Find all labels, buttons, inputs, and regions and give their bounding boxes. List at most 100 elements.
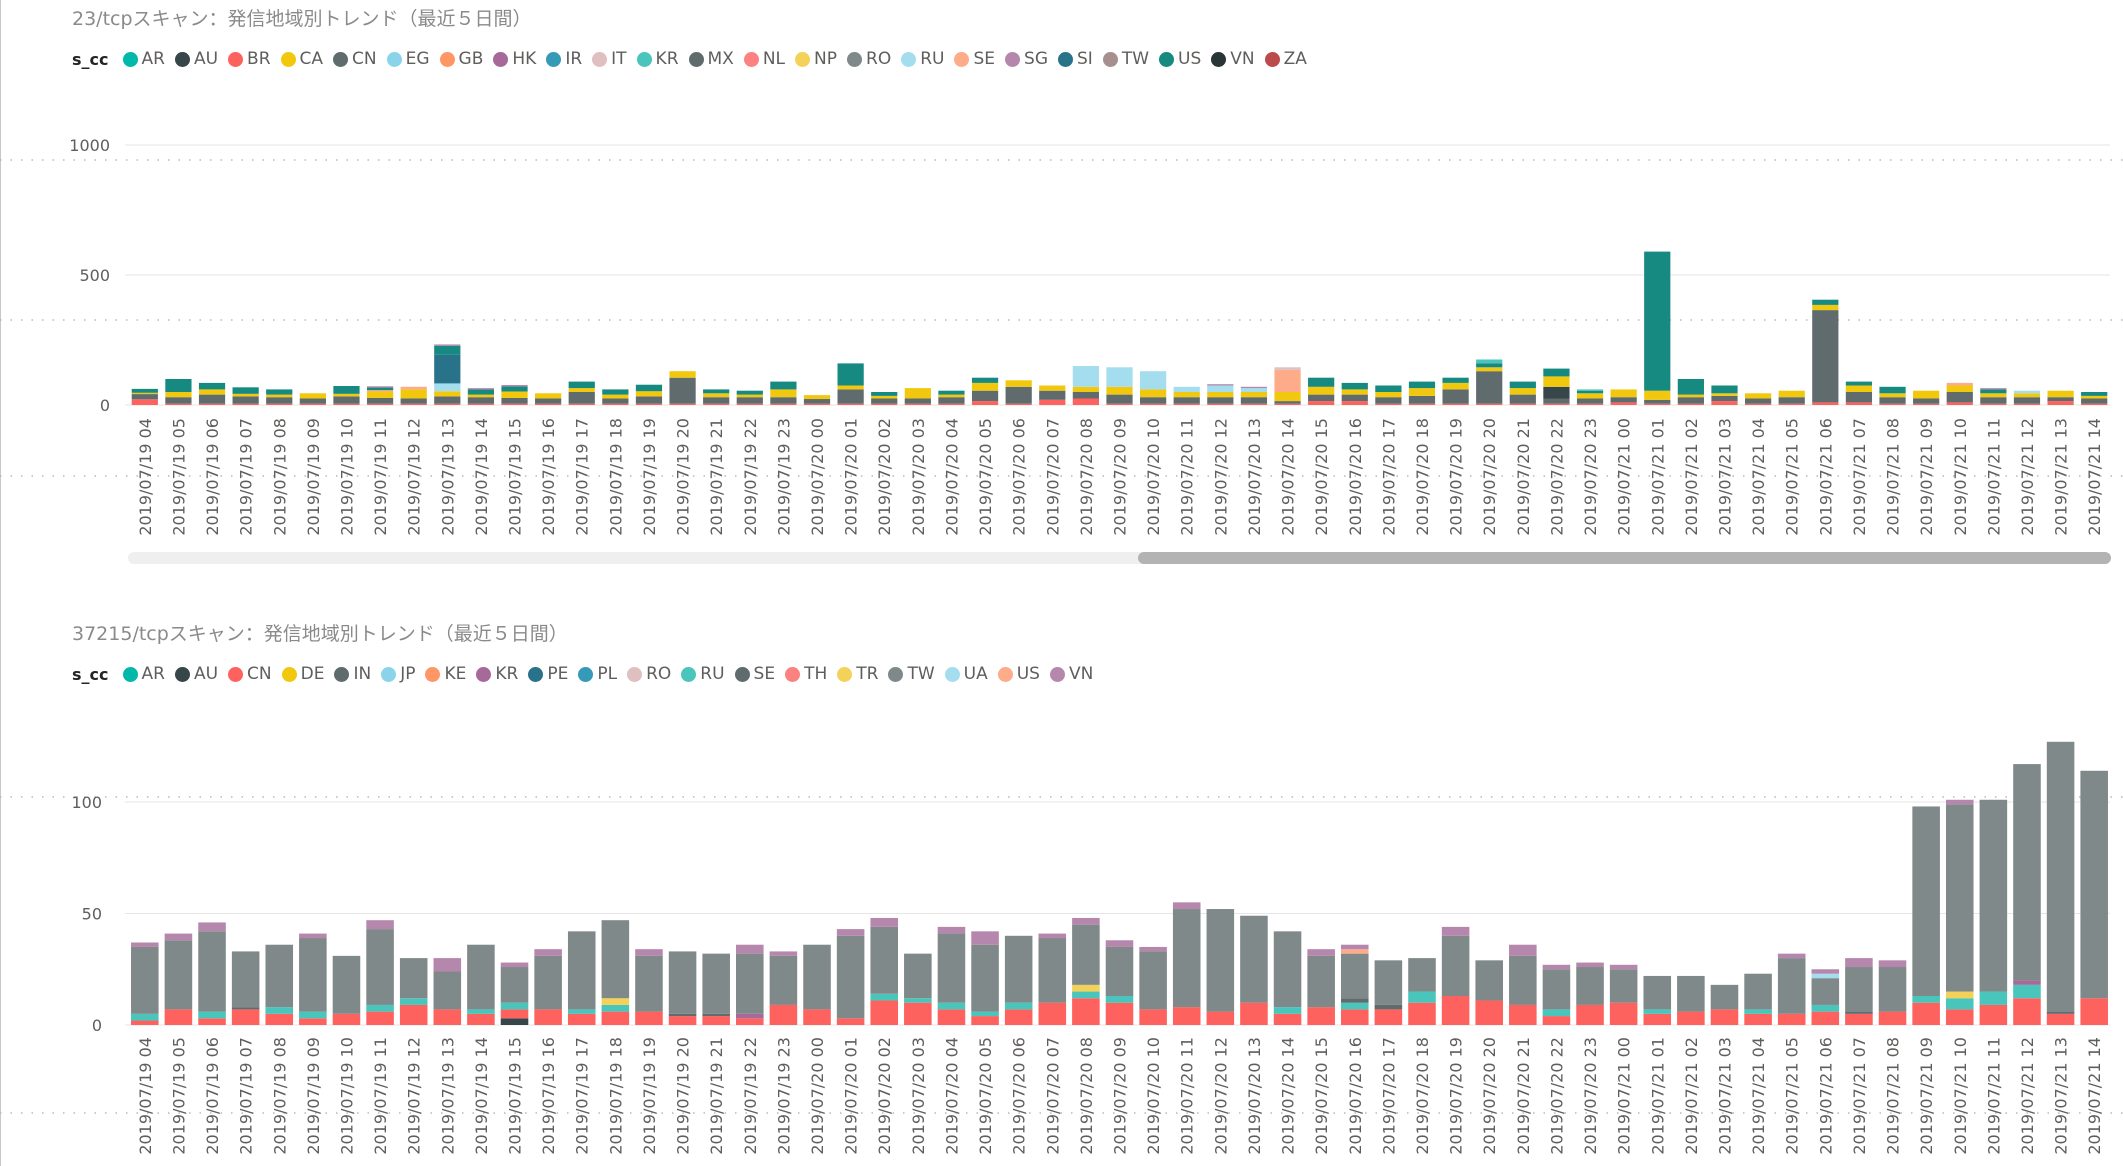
bar-segment-br[interactable] — [1140, 403, 1167, 405]
bar-segment-us[interactable] — [1711, 385, 1738, 394]
bar-segment-np[interactable] — [703, 393, 730, 398]
legend-item-hk[interactable]: HK — [493, 49, 536, 69]
bar-segment-np[interactable] — [602, 394, 629, 399]
bar-segment-br[interactable] — [131, 399, 158, 405]
bar-segment-us[interactable] — [971, 377, 999, 383]
bar-segment-tw[interactable] — [332, 955, 361, 1014]
bar-segment-in[interactable] — [1340, 998, 1369, 1003]
legend-item-th[interactable]: TH — [785, 664, 827, 684]
bar-segment-cn[interactable] — [2047, 397, 2074, 402]
bar-segment-ru[interactable] — [198, 1011, 226, 1019]
bar-segment-ru[interactable] — [131, 1013, 159, 1021]
bar-segment-se[interactable] — [366, 390, 394, 392]
bar-segment-tw[interactable] — [635, 955, 663, 1012]
bar-segment-us[interactable] — [266, 389, 293, 395]
bar-segment-np[interactable] — [837, 385, 864, 390]
bar-segment-cn[interactable] — [1240, 397, 1268, 404]
bar-segment-th[interactable] — [1441, 996, 1470, 1025]
bar-segment-tw[interactable] — [668, 951, 697, 1014]
bar-segment-th[interactable] — [1609, 1002, 1638, 1025]
bar-segment-br[interactable] — [1778, 403, 1805, 405]
bar-segment-tw[interactable] — [1441, 935, 1470, 997]
legend-item-jp[interactable]: JP — [381, 664, 415, 684]
bar-segment-tw[interactable] — [1576, 967, 1604, 1005]
bar-segment-us[interactable] — [1980, 389, 2007, 394]
bar-segment-br[interactable] — [1576, 403, 1604, 405]
bar-segment-in[interactable] — [1374, 1004, 1403, 1010]
bar-segment-us[interactable] — [467, 389, 495, 395]
legend-item-cn[interactable]: CN — [228, 664, 272, 684]
bar-segment-in[interactable] — [1845, 1011, 1873, 1014]
bar-segment-us[interactable] — [434, 345, 461, 355]
bar-segment-vn[interactable] — [1307, 949, 1335, 956]
bar-segment-np[interactable] — [1812, 304, 1839, 311]
legend-item-vn[interactable]: VN — [1049, 664, 1093, 684]
legend-item-sg[interactable]: SG — [1005, 49, 1048, 69]
bar-segment-in[interactable] — [231, 1007, 260, 1010]
bar-segment-ru[interactable] — [1207, 385, 1234, 393]
bar-segment-cn[interactable] — [938, 397, 965, 404]
bar-segment-tw[interactable] — [1509, 955, 1537, 1005]
bar-segment-th[interactable] — [1710, 1009, 1739, 1025]
bar-segment-br[interactable] — [602, 403, 629, 405]
bar-segment-vn[interactable] — [433, 958, 462, 972]
bar-segment-tw[interactable] — [1172, 909, 1201, 1008]
bar-segment-br[interactable] — [400, 403, 427, 405]
legend-item-nl[interactable]: NL — [743, 49, 785, 69]
bar-segment-cn[interactable] — [1913, 398, 1940, 404]
bar-segment-kr[interactable] — [1576, 389, 1604, 391]
bar-segment-th[interactable] — [1273, 1013, 1302, 1025]
bar-segment-tw[interactable] — [1273, 931, 1302, 1008]
bar-segment-tw[interactable] — [1878, 967, 1907, 1012]
bar-segment-cn[interactable] — [1140, 397, 1167, 404]
bar-segment-tw[interactable] — [1004, 935, 1033, 1003]
bar-segment-au[interactable] — [500, 1018, 529, 1025]
bar-segment-np[interactable] — [1744, 393, 1772, 399]
bar-segment-np[interactable] — [2047, 390, 2074, 398]
bar-segment-vn[interactable] — [1441, 926, 1470, 936]
bar-segment-cn[interactable] — [366, 397, 394, 404]
legend-item-pl[interactable]: PL — [578, 664, 617, 684]
legend-item-np[interactable]: NP — [795, 49, 837, 69]
bar-segment-sg[interactable] — [434, 344, 461, 346]
bar-segment-np[interactable] — [1576, 393, 1604, 399]
bar-segment-vn[interactable] — [1811, 969, 1840, 974]
bar-segment-cn[interactable] — [2081, 398, 2108, 404]
bar-segment-cn[interactable] — [165, 397, 192, 404]
bar-segment-np[interactable] — [1072, 386, 1099, 392]
bar-segment-th[interactable] — [1777, 1013, 1806, 1025]
bar-segment-tw[interactable] — [971, 944, 999, 1012]
bar-segment-br[interactable] — [635, 403, 663, 405]
bar-segment-np[interactable] — [1677, 394, 1704, 398]
bar-segment-us[interactable] — [602, 389, 629, 395]
bar-segment-us[interactable] — [770, 381, 797, 390]
bar-segment-ru[interactable] — [937, 1002, 966, 1010]
bar-segment-br[interactable] — [266, 403, 293, 405]
bar-segment-np[interactable] — [2013, 393, 2041, 398]
bar-segment-tw[interactable] — [1307, 955, 1335, 1008]
bar-segment-tw[interactable] — [534, 955, 562, 1010]
bar-segment-np[interactable] — [1610, 389, 1637, 398]
bar-segment-tw[interactable] — [1374, 960, 1403, 1005]
bar-segment-np[interactable] — [1308, 386, 1335, 395]
bar-segment-in[interactable] — [2046, 1011, 2075, 1014]
bar-segment-np[interactable] — [266, 394, 293, 398]
bar-segment-vn[interactable] — [1609, 964, 1638, 970]
bar-segment-tw[interactable] — [904, 953, 932, 999]
bar-segment-cn[interactable] — [1879, 397, 1906, 404]
legend-item-ke[interactable]: KE — [425, 664, 466, 684]
bar-segment-ru[interactable] — [265, 1007, 294, 1014]
bar-segment-vn[interactable] — [1945, 799, 1974, 805]
bar-segment-ru[interactable] — [1408, 991, 1436, 1003]
legend-item-ro[interactable]: RO — [847, 49, 891, 69]
bar-segment-br[interactable] — [366, 403, 394, 405]
bar-segment-np[interactable] — [165, 392, 192, 398]
bar-segment-ru[interactable] — [399, 998, 428, 1005]
bar-segment-np[interactable] — [1207, 392, 1234, 398]
bar-segment-ru[interactable] — [1744, 1009, 1772, 1014]
bar-segment-ru[interactable] — [1643, 1009, 1672, 1014]
bar-segment-th[interactable] — [198, 1018, 226, 1025]
bar-segment-us[interactable] — [1408, 381, 1436, 389]
bar-segment-us[interactable] — [2081, 392, 2108, 396]
bar-segment-th[interactable] — [1307, 1007, 1335, 1025]
